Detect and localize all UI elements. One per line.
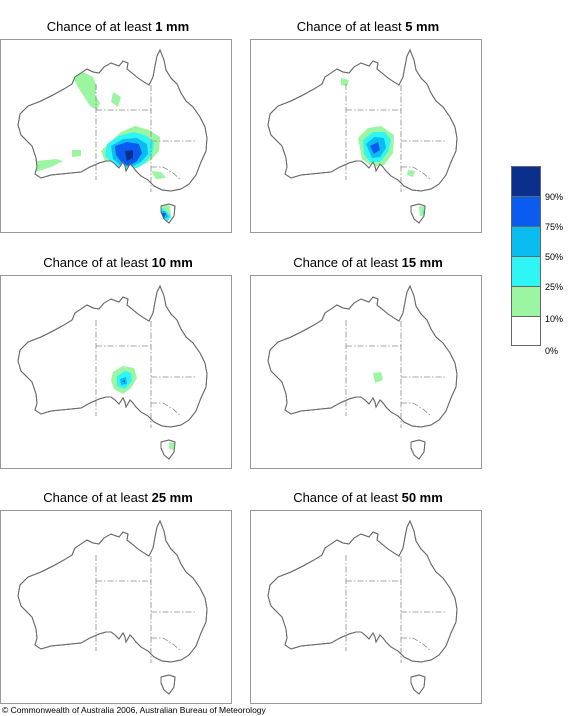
map-10mm xyxy=(0,275,232,469)
state-border xyxy=(401,637,432,652)
mainland-australia xyxy=(17,284,208,428)
legend-label: 75% xyxy=(545,222,564,232)
map-1mm xyxy=(0,39,232,233)
state-border xyxy=(401,166,432,181)
legend-label: 25% xyxy=(545,282,564,292)
mainland-australia xyxy=(267,48,458,192)
legend-label: 50% xyxy=(545,252,564,262)
legend-swatch-90 xyxy=(511,166,541,196)
rainfall-probability-area xyxy=(72,150,81,157)
mainland-australia xyxy=(267,284,458,428)
panel-title: Chance of at least 5 mm xyxy=(296,19,440,34)
rainfall-probability-area xyxy=(341,78,349,86)
mainland-australia xyxy=(17,48,208,192)
coastline xyxy=(17,48,208,192)
map-25mm xyxy=(0,510,232,704)
rainfall-probability-area xyxy=(122,380,125,383)
rainfall-probability-area xyxy=(370,142,380,154)
probability-legend: 90% 75% 50% 25% 10% 0% xyxy=(511,166,563,356)
coastline xyxy=(410,674,426,695)
panel-5mm: Chance of at least 5 mm xyxy=(250,18,486,233)
legend-swatch-10 xyxy=(511,286,541,316)
tasmania xyxy=(410,439,426,460)
legend-label: 0% xyxy=(545,346,559,356)
coastline xyxy=(410,203,426,224)
coastline xyxy=(17,519,208,663)
panel-title: Chance of at least 50 mm xyxy=(293,490,443,505)
tasmania xyxy=(160,674,176,695)
panel-25mm: Chance of at least 25 mm xyxy=(0,489,236,704)
coastline xyxy=(410,439,426,460)
copyright-notice: © Commonwealth of Australia 2006, Austra… xyxy=(2,705,266,715)
panel-10mm: Chance of at least 10 mm xyxy=(0,254,236,469)
legend-swatch-0 xyxy=(511,316,541,346)
mainland-australia xyxy=(17,519,208,663)
map-50mm xyxy=(250,510,482,704)
legend-swatch-75 xyxy=(511,196,541,226)
coastline xyxy=(17,284,208,428)
panel-1mm: Chance of at least 1 mm xyxy=(0,18,236,233)
rainfall-probability-area xyxy=(151,171,166,179)
rainfall-probability-area xyxy=(72,67,100,110)
coastline xyxy=(267,519,458,663)
state-border xyxy=(151,402,182,417)
coastline xyxy=(267,48,458,192)
rainfall-probability-area xyxy=(169,442,175,450)
panel-50mm: Chance of at least 50 mm xyxy=(250,489,486,704)
panel-15mm: Chance of at least 15 mm xyxy=(250,254,486,469)
state-border xyxy=(151,637,182,652)
rainfall-probability-area xyxy=(373,372,383,383)
coastline xyxy=(160,674,176,695)
map-15mm xyxy=(250,275,482,469)
coastline xyxy=(160,439,176,460)
panel-title: Chance of at least 25 mm xyxy=(43,490,193,505)
legend-label: 90% xyxy=(545,192,564,202)
legend-swatch-50 xyxy=(511,226,541,256)
rainfall-probability-area xyxy=(407,170,415,177)
state-border xyxy=(151,166,182,181)
panel-title: Chance of at least 1 mm xyxy=(46,19,190,34)
panel-title: Chance of at least 10 mm xyxy=(43,255,193,270)
legend-swatch-25 xyxy=(511,256,541,286)
rainfall-probability-area xyxy=(125,150,133,161)
map-5mm xyxy=(250,39,482,233)
state-border xyxy=(401,402,432,417)
rainfall-probability-area xyxy=(111,92,121,107)
coastline xyxy=(160,203,176,224)
legend-label: 10% xyxy=(545,314,564,324)
coastline xyxy=(267,284,458,428)
panel-title: Chance of at least 15 mm xyxy=(293,255,443,270)
mainland-australia xyxy=(267,519,458,663)
tasmania xyxy=(410,674,426,695)
